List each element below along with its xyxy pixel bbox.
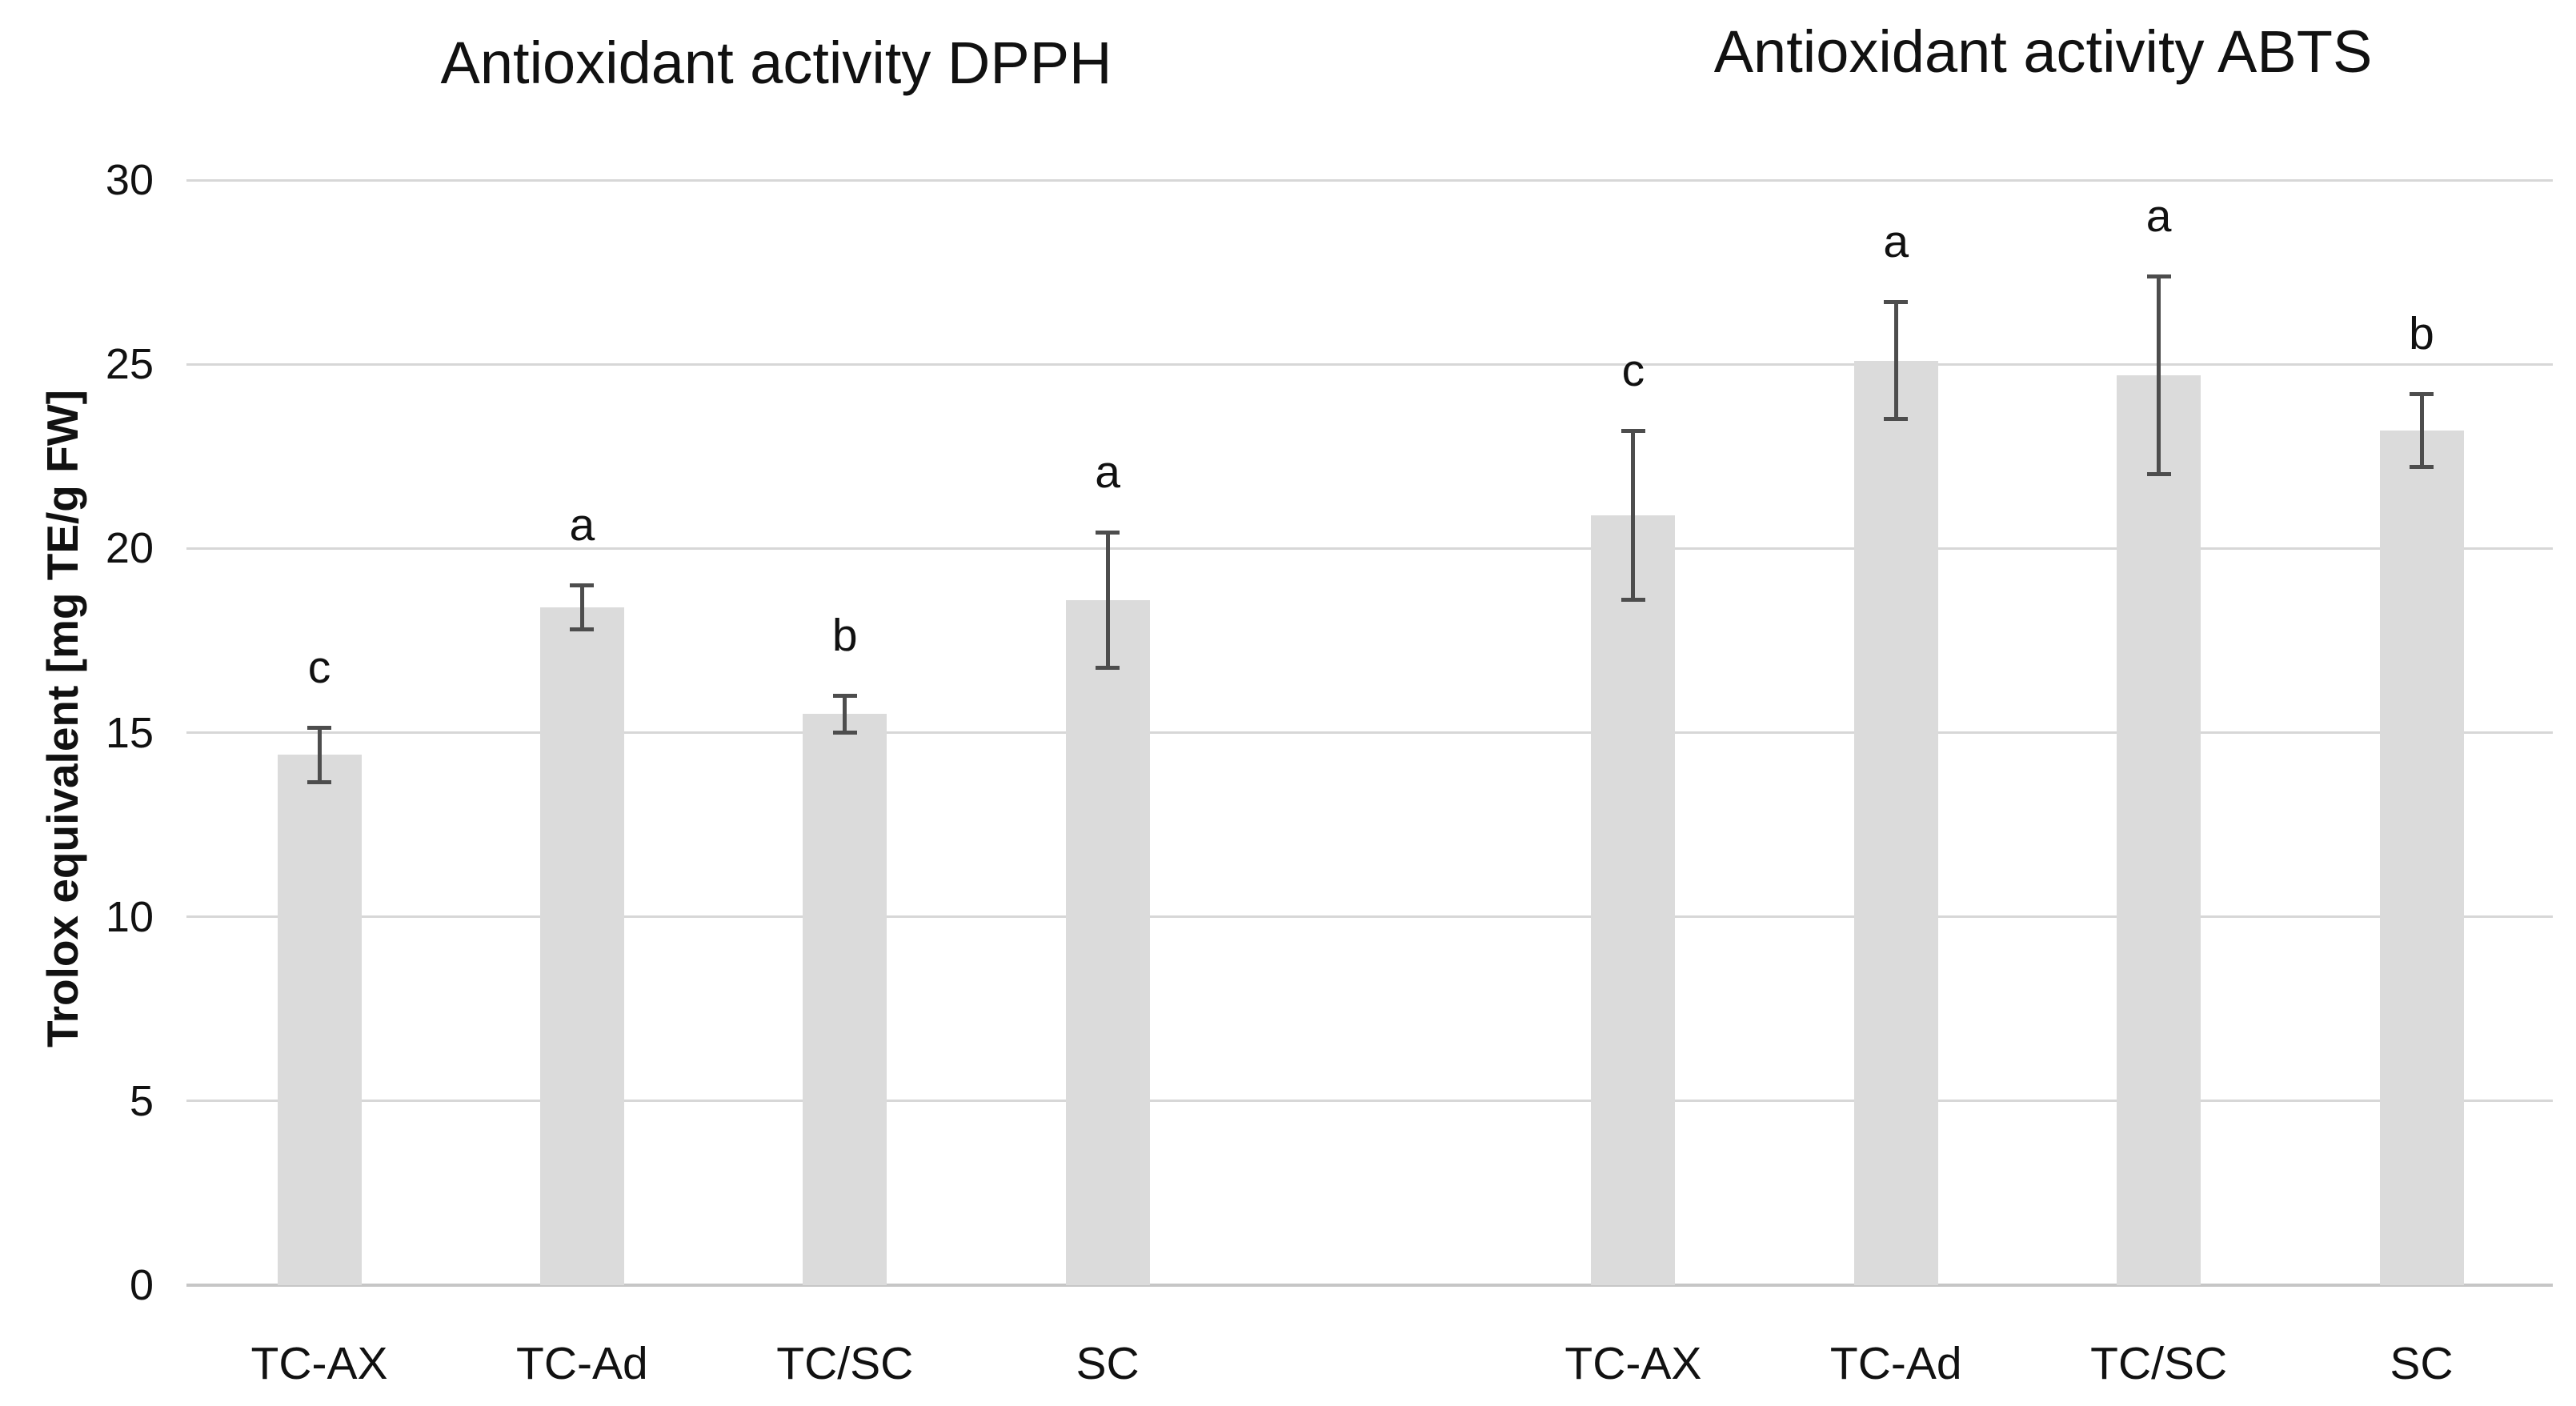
error-bar-cap-top xyxy=(570,583,595,588)
bar xyxy=(539,607,624,1285)
error-bar-cap-bottom xyxy=(2146,472,2171,477)
significance-letter: b xyxy=(831,610,858,662)
x-tick-label: TC/SC xyxy=(776,1338,914,1389)
x-tick-label: SC xyxy=(2390,1338,2454,1389)
bar xyxy=(1065,599,1150,1285)
error-bar-cap-bottom xyxy=(2410,465,2434,470)
x-tick-label: TC/SC xyxy=(2090,1338,2228,1389)
y-tick-label: 5 xyxy=(129,1076,154,1125)
error-bar-cap-top xyxy=(1096,530,1120,535)
error-bar-line xyxy=(2157,275,2161,475)
y-tick-label: 15 xyxy=(105,708,154,757)
gridline xyxy=(186,178,2553,182)
error-bar-cap-bottom xyxy=(307,779,331,784)
gridline xyxy=(186,547,2553,550)
error-bar-cap-top xyxy=(1621,429,1645,434)
y-tick-label: 10 xyxy=(105,892,154,941)
bar xyxy=(2117,375,2201,1285)
significance-letter: a xyxy=(2145,190,2172,242)
significance-letter: a xyxy=(569,499,595,551)
error-bar-cap-top xyxy=(307,725,331,730)
x-tick-label: TC-AX xyxy=(1564,1338,1702,1389)
x-tick-label: TC-Ad xyxy=(516,1338,648,1389)
error-bar-cap-bottom xyxy=(570,627,595,631)
error-bar-cap-bottom xyxy=(1096,665,1120,670)
error-bar-line xyxy=(579,585,584,630)
gridline xyxy=(186,363,2553,366)
bar xyxy=(1591,515,1676,1285)
y-tick-label: 30 xyxy=(105,156,154,204)
significance-letter: a xyxy=(1095,446,1120,498)
chart-title-dpph: Antioxidant activity DPPH xyxy=(440,30,1112,96)
error-bar-line xyxy=(1105,531,1110,668)
error-bar-cap-bottom xyxy=(832,730,857,735)
bar xyxy=(2379,431,2464,1285)
x-axis-line xyxy=(186,1284,2553,1287)
error-bar-cap-top xyxy=(1884,299,1909,304)
y-tick-label: 25 xyxy=(105,340,154,389)
error-bar-cap-top xyxy=(2410,391,2434,396)
error-bar-cap-bottom xyxy=(1884,417,1909,422)
gridline xyxy=(186,731,2553,734)
x-tick-label: TC-Ad xyxy=(1829,1338,1962,1389)
significance-letter: a xyxy=(1883,215,1909,267)
error-bar-cap-bottom xyxy=(1621,597,1645,602)
error-bar-line xyxy=(1893,301,1898,420)
error-bar-line xyxy=(843,695,847,733)
significance-letter: c xyxy=(307,641,331,693)
significance-letter: c xyxy=(1621,345,1645,397)
y-tick-label: 0 xyxy=(129,1261,154,1309)
x-tick-label: SC xyxy=(1076,1338,1140,1389)
bar xyxy=(277,755,362,1285)
error-bar-line xyxy=(317,727,322,783)
gridline xyxy=(186,915,2553,919)
significance-letter: b xyxy=(2409,307,2434,359)
bar xyxy=(803,714,887,1285)
error-bar-cap-top xyxy=(832,694,857,699)
gridline xyxy=(186,1100,2553,1103)
y-tick-label: 20 xyxy=(105,524,154,573)
bar xyxy=(1853,360,1938,1285)
error-bar-line xyxy=(2419,393,2424,468)
chart-title-abts: Antioxidant activity ABTS xyxy=(1713,18,2373,85)
error-bar-cap-top xyxy=(2146,274,2171,278)
error-bar-line xyxy=(1631,431,1636,600)
x-tick-label: TC-AX xyxy=(250,1338,388,1389)
